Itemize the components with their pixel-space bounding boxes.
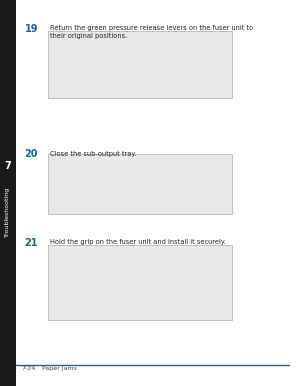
FancyBboxPatch shape bbox=[48, 31, 232, 98]
FancyBboxPatch shape bbox=[0, 0, 16, 386]
Text: Paper Jams: Paper Jams bbox=[42, 366, 77, 371]
Text: Troubleshooting: Troubleshooting bbox=[5, 187, 10, 237]
FancyBboxPatch shape bbox=[48, 154, 232, 214]
Text: Hold the grip on the fuser unit and install it securely.: Hold the grip on the fuser unit and inst… bbox=[50, 239, 226, 245]
Text: 21: 21 bbox=[25, 238, 38, 248]
Text: 20: 20 bbox=[25, 149, 38, 159]
Text: Close the sub-output tray.: Close the sub-output tray. bbox=[50, 151, 137, 157]
Text: 19: 19 bbox=[25, 24, 38, 34]
Text: 7-24: 7-24 bbox=[22, 366, 36, 371]
Text: Return the green pressure release levers on the fuser unit to
their original pos: Return the green pressure release levers… bbox=[50, 25, 254, 39]
FancyBboxPatch shape bbox=[48, 245, 232, 320]
Text: 7: 7 bbox=[4, 161, 11, 171]
